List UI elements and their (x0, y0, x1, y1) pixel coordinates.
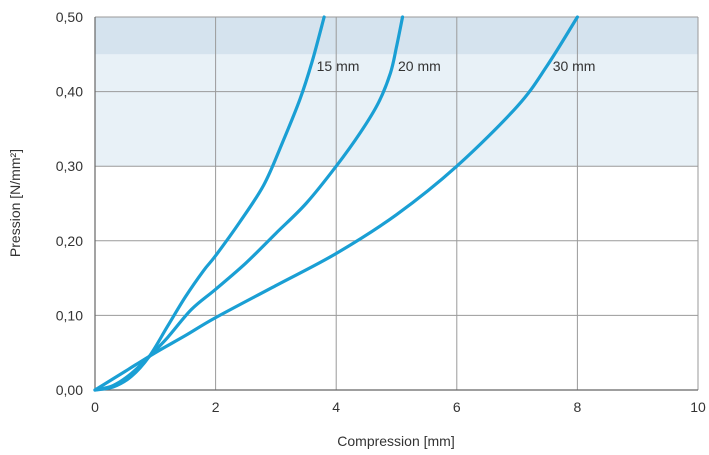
series-label-20-mm: 20 mm (398, 58, 441, 74)
x-tick-label: 2 (212, 399, 220, 415)
series-layer (93, 15, 579, 392)
x-tick-label: 6 (453, 399, 461, 415)
series-label-30-mm: 30 mm (553, 58, 596, 74)
y-tick-label: 0,00 (56, 382, 83, 398)
series-line-30-mm (93, 15, 579, 392)
y-tick-label: 0,40 (56, 84, 83, 100)
x-tick-label: 8 (574, 399, 582, 415)
y-tick-label: 0,20 (56, 233, 83, 249)
highlight-band-0 (95, 54, 698, 167)
grid-layer (94, 16, 699, 391)
series-label-15-mm: 15 mm (317, 58, 360, 74)
y-tick-label: 0,30 (56, 158, 83, 174)
x-tick-label: 0 (91, 399, 99, 415)
ticks-layer: 0 2 4 6 8 10 0,00 0,10 0,20 0,30 0,40 0,50 (56, 9, 706, 415)
x-tick-label: 4 (332, 399, 340, 415)
series-line-20-mm (93, 15, 405, 392)
series-line-15-mm (93, 15, 326, 392)
x-tick-label: 10 (690, 399, 706, 415)
y-axis-label: Pression [N/mm²] (7, 149, 23, 257)
x-axis-label: Compression [mm] (337, 433, 454, 449)
bands-layer (95, 17, 698, 167)
y-tick-label: 0,50 (56, 9, 83, 25)
y-tick-label: 0,10 (56, 307, 83, 323)
labels-layer: 15 mm 20 mm 30 mm (317, 58, 596, 74)
